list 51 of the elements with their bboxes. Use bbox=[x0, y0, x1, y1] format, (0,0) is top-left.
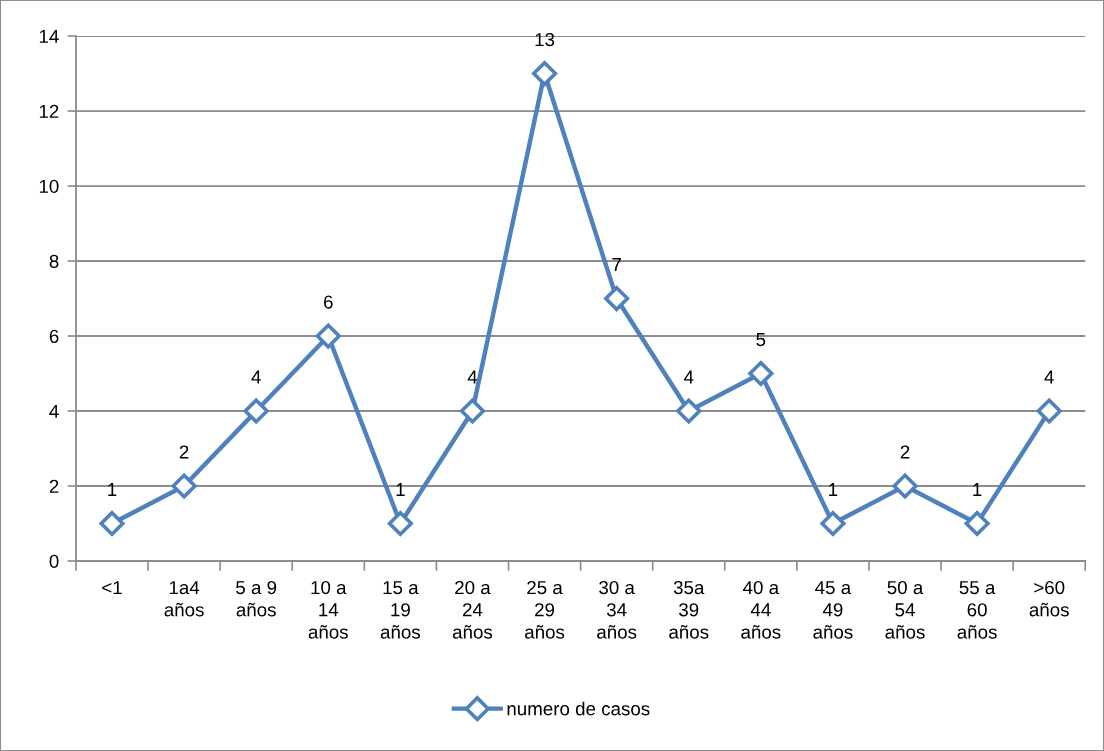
point bbox=[892, 473, 918, 499]
data-label: 4 bbox=[1044, 370, 1054, 384]
y-tick-label: 14 bbox=[39, 29, 59, 43]
data-label: 1 bbox=[973, 483, 982, 496]
point bbox=[964, 510, 990, 537]
point bbox=[99, 510, 125, 537]
x-tick-label: 35a 39 años bbox=[669, 580, 709, 639]
y-tick-label: 0 bbox=[49, 554, 59, 568]
x-tick-label: 15 a 19 años bbox=[380, 581, 421, 639]
y-tick-label: 12 bbox=[39, 104, 59, 118]
y-tick-label: 6 bbox=[49, 329, 59, 343]
data-label: 4 bbox=[683, 370, 694, 384]
point bbox=[171, 473, 197, 499]
data-label: 4 bbox=[467, 370, 478, 384]
point bbox=[604, 285, 630, 312]
point bbox=[315, 323, 341, 349]
data-label: 5 bbox=[756, 333, 766, 347]
data-label: 2 bbox=[179, 445, 189, 459]
x-tick-label: 45 a 49 años bbox=[813, 581, 853, 639]
point bbox=[387, 510, 413, 537]
data-label: 1 bbox=[396, 483, 405, 496]
x-tick-label: 50 a 54 años bbox=[885, 580, 925, 639]
data-label: 1 bbox=[108, 483, 117, 496]
x-tick-label: 25 a 29 años bbox=[525, 580, 565, 639]
x-tick-label: 55 a 60 años bbox=[957, 581, 997, 639]
data-label: 7 bbox=[612, 258, 621, 272]
point bbox=[1036, 398, 1062, 424]
x-tick-label: >60 años bbox=[1029, 580, 1069, 617]
point bbox=[459, 398, 486, 424]
legend-label: numero de casos bbox=[507, 701, 650, 716]
x-tick-label: <1 bbox=[102, 581, 122, 595]
data-label: 6 bbox=[324, 295, 333, 309]
data-label: 13 bbox=[535, 32, 555, 47]
point bbox=[531, 60, 558, 87]
y-tick-label: 2 bbox=[49, 479, 59, 493]
point bbox=[820, 510, 846, 537]
x-tick-label: 5 a 9 años bbox=[236, 580, 277, 617]
point bbox=[676, 398, 702, 424]
x-tick-label: 10 a 14 años bbox=[308, 580, 348, 639]
x-tick-label: 20 a 24 años bbox=[452, 580, 493, 639]
point bbox=[243, 398, 269, 424]
x-tick-label: 30 a 34 años bbox=[597, 580, 637, 639]
x-tick-label: 40 a 44 años bbox=[741, 580, 781, 639]
point bbox=[748, 360, 774, 387]
y-tick-label: 10 bbox=[39, 179, 59, 194]
y-tick-label: 4 bbox=[49, 404, 59, 418]
data-label: 4 bbox=[251, 370, 261, 384]
data-label: 2 bbox=[900, 445, 910, 459]
x-tick-label: 1a4 años bbox=[164, 581, 204, 617]
data-label: 1 bbox=[829, 483, 838, 496]
y-tick-label: 8 bbox=[49, 254, 59, 268]
